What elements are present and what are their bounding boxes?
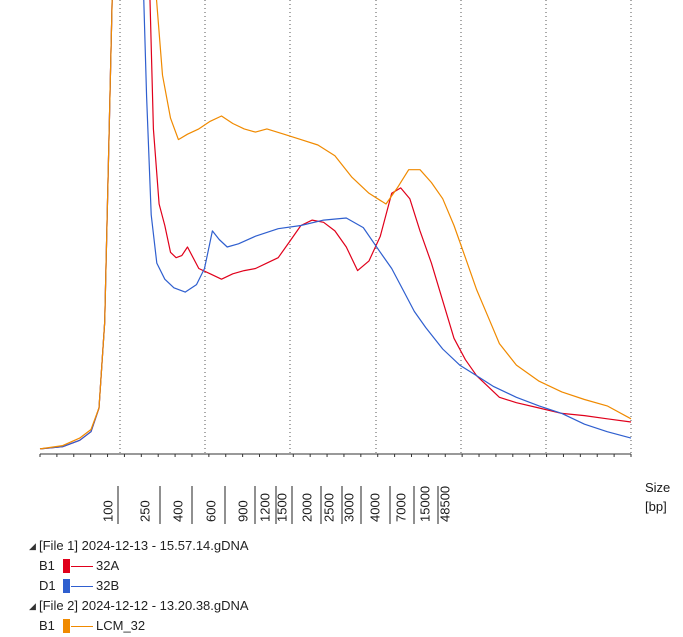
series-lines — [39, 0, 632, 450]
x-tick-label-3000: 3000 — [341, 493, 356, 522]
color-swatch — [63, 559, 70, 573]
x-tick-label-250: 250 — [137, 500, 152, 522]
collapse-triangle-icon[interactable]: ◢ — [29, 541, 36, 551]
legend-sample-32a[interactable]: B1 32A — [0, 556, 683, 576]
legend-sample-32b[interactable]: D1 32B — [0, 576, 683, 596]
legend-file-label: [File 1] 2024-12-13 - 15.57.14.gDNA — [39, 538, 249, 553]
x-tick-label-100: 100 — [100, 500, 115, 522]
x-tick-label-15000: 15000 — [417, 486, 432, 522]
x-tick-label-7000: 7000 — [393, 493, 408, 522]
x-tick-label-48500: 48500 — [437, 486, 452, 522]
sample-name: 32B — [96, 578, 120, 593]
line-swatch — [71, 585, 93, 587]
well-label: D1 — [39, 578, 56, 593]
legend-file-1[interactable]: ◢ [File 1] 2024-12-13 - 15.57.14.gDNA — [0, 536, 683, 556]
series-line-32b — [39, 0, 632, 450]
line-swatch — [71, 565, 93, 567]
x-tick-label-400: 400 — [170, 500, 185, 522]
line-swatch — [71, 625, 93, 627]
legend-sample-lcm32[interactable]: B1 LCM_32 — [0, 616, 683, 636]
electropherogram-chart: 100 250 400 600 900 1200 1500 2000 2500 3000 4000 7… — [39, 0, 632, 524]
sample-name: 32A — [96, 558, 120, 573]
well-label: B1 — [39, 618, 55, 633]
x-axis — [39, 453, 632, 457]
well-label: B1 — [39, 558, 55, 573]
legend-file-2[interactable]: ◢ [File 2] 2024-12-12 - 13.20.38.gDNA — [0, 596, 683, 616]
x-tick-label-2000: 2000 — [299, 493, 314, 522]
color-swatch — [63, 619, 70, 633]
x-tick-label-600: 600 — [203, 500, 218, 522]
legend: ◢ [File 1] 2024-12-13 - 15.57.14.gDNA B1… — [0, 536, 683, 636]
series-line-lcm-32 — [39, 0, 632, 450]
legend-file-label: [File 2] 2024-12-12 - 13.20.38.gDNA — [39, 598, 249, 613]
x-tick-labels: 100 250 400 600 900 1200 1500 2000 2500 3000 4000 7… — [100, 486, 452, 524]
x-axis-title: Size — [645, 480, 671, 495]
series-line-32a — [39, 0, 632, 450]
x-tick-label-1500: 1500 — [274, 493, 289, 522]
x-tick-label-900: 900 — [235, 500, 250, 522]
x-tick-label-4000: 4000 — [367, 493, 382, 522]
x-tick-label-2500: 2500 — [321, 493, 336, 522]
x-tick-label-1200: 1200 — [257, 493, 272, 522]
sample-name: LCM_32 — [96, 618, 146, 633]
x-axis-unit: [bp] — [645, 499, 667, 514]
color-swatch — [63, 579, 70, 593]
collapse-triangle-icon[interactable]: ◢ — [29, 601, 36, 611]
grid-lines — [119, 0, 632, 454]
